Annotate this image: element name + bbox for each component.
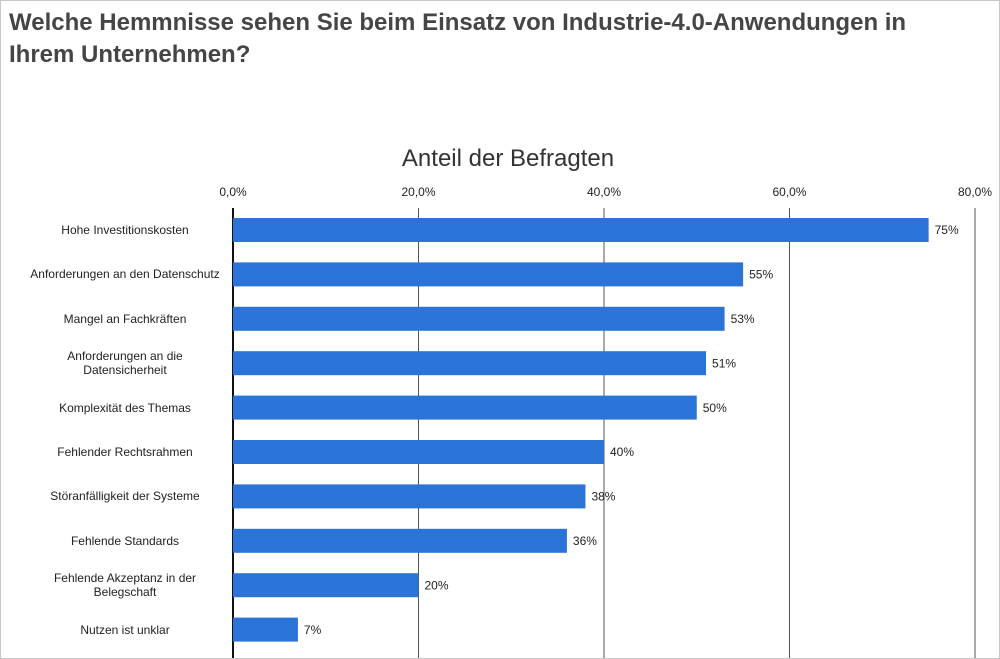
bar [233, 351, 707, 376]
category-label: Nutzen ist unklar [80, 622, 170, 637]
chart-title: Welche Hemmnisse sehen Sie beim Einsatz … [9, 9, 907, 68]
value-label: 7% [304, 623, 322, 637]
axis-title: Anteil der Befragten [401, 145, 615, 172]
value-label: 53% [731, 312, 755, 326]
value-label: 38% [591, 490, 615, 504]
bar [233, 395, 697, 420]
value-label: 75% [935, 223, 959, 237]
bar [233, 262, 744, 287]
category-label: Komplexität des Themas [59, 400, 191, 415]
bar [233, 440, 604, 464]
value-label: 40% [610, 445, 634, 459]
bar [233, 306, 725, 331]
x-tick-label: 20,0% [401, 185, 435, 199]
bar [233, 528, 567, 553]
value-label: 20% [425, 578, 449, 592]
category-label: Fehlende Akzeptanz in der Belegschaft [53, 571, 197, 600]
value-label: 51% [712, 356, 736, 370]
bar [233, 573, 419, 598]
bar [233, 218, 929, 242]
category-label: Mangel an Fachkräften [63, 311, 187, 326]
category-label: Fehlende Standards [70, 533, 180, 548]
x-tick-label: 0,0% [219, 185, 247, 199]
bar [233, 617, 298, 642]
value-label: 36% [573, 534, 597, 548]
x-tick-label: 60,0% [772, 185, 806, 199]
value-label: 50% [703, 401, 727, 415]
category-label: Fehlender Rechtsrahmen [57, 445, 193, 459]
category-label: Anforderungen an den Datenschutz [30, 267, 220, 282]
x-tick-label: 80,0% [958, 185, 992, 199]
category-label: Anforderungen an die Datensicherheit [67, 349, 183, 378]
value-label: 55% [749, 268, 773, 282]
category-label: Störanfälligkeit der Systeme [50, 489, 200, 504]
category-label: Hohe Investitionskosten [61, 223, 189, 237]
x-tick-label: 40,0% [587, 185, 621, 199]
bar [233, 484, 586, 509]
